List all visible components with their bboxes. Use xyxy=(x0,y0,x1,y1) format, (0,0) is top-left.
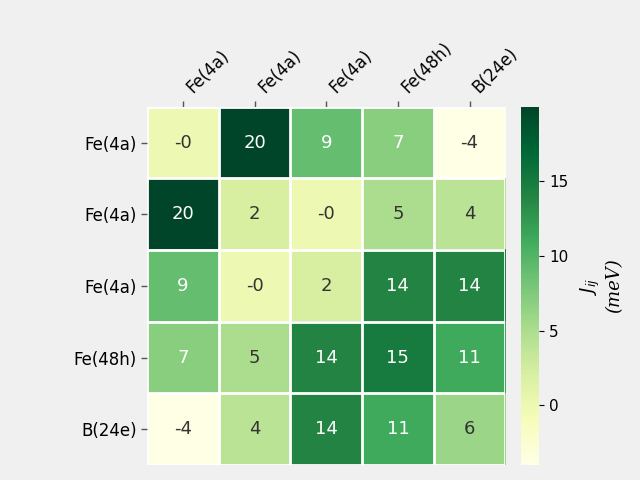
Text: 14: 14 xyxy=(458,277,481,295)
Text: 20: 20 xyxy=(243,134,266,152)
Text: 11: 11 xyxy=(458,348,481,367)
Text: 7: 7 xyxy=(177,348,189,367)
Text: 4: 4 xyxy=(249,420,260,438)
Text: -0: -0 xyxy=(174,134,192,152)
Text: 9: 9 xyxy=(321,134,332,152)
Y-axis label: $J_{ij}$
(meV): $J_{ij}$ (meV) xyxy=(579,259,623,313)
Text: 5: 5 xyxy=(249,348,260,367)
Text: 6: 6 xyxy=(464,420,476,438)
Text: 14: 14 xyxy=(315,420,338,438)
Text: 4: 4 xyxy=(464,205,476,223)
Text: -4: -4 xyxy=(174,420,192,438)
Text: 11: 11 xyxy=(387,420,410,438)
Text: -0: -0 xyxy=(317,205,335,223)
Text: 2: 2 xyxy=(249,205,260,223)
Text: 14: 14 xyxy=(315,348,338,367)
Text: 5: 5 xyxy=(392,205,404,223)
Text: 14: 14 xyxy=(387,277,410,295)
Text: 2: 2 xyxy=(321,277,332,295)
Text: 20: 20 xyxy=(172,205,195,223)
Text: 9: 9 xyxy=(177,277,189,295)
Text: 7: 7 xyxy=(392,134,404,152)
Text: -4: -4 xyxy=(461,134,479,152)
Text: 15: 15 xyxy=(387,348,410,367)
Text: -0: -0 xyxy=(246,277,264,295)
